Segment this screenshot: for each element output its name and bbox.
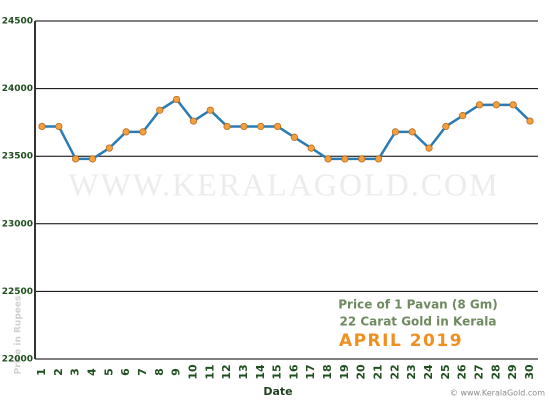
x-tick-label: 18 (321, 364, 334, 379)
x-tick-label: 20 (355, 364, 368, 380)
y-axis-label: Price in Rupees (14, 296, 24, 375)
marker (307, 144, 315, 152)
x-tick-label: 4 (85, 368, 98, 376)
x-tick-label: 12 (220, 364, 233, 379)
x-tick-label: 26 (456, 364, 469, 380)
x-tick-label: 23 (405, 364, 418, 379)
marker (341, 155, 349, 163)
marker (72, 155, 80, 163)
marker (173, 95, 181, 104)
marker (442, 122, 450, 131)
marker (324, 155, 332, 163)
marker (358, 155, 366, 163)
x-tick-label: 8 (153, 368, 166, 376)
marker (139, 128, 147, 136)
watermark: WWW.KERALAGOLD.COM (68, 166, 499, 202)
marker (492, 101, 500, 109)
x-tick-label: 15 (271, 364, 284, 379)
marker (273, 122, 282, 131)
marker (509, 101, 517, 109)
x-tick-label: 10 (186, 364, 199, 380)
marker (240, 122, 248, 131)
marker (408, 128, 416, 136)
x-tick-label: 7 (136, 368, 149, 376)
marker (88, 155, 97, 163)
y-tick-label: 24500 (2, 17, 33, 27)
x-axis-label: Date (263, 385, 292, 398)
x-tick-label: 5 (102, 368, 115, 376)
marker (206, 106, 214, 114)
y-tick-label: 22000 (2, 355, 33, 365)
x-tick-label: 19 (338, 364, 351, 379)
x-tick-label: 28 (489, 364, 502, 379)
marker (223, 122, 231, 131)
x-tick-label: 22 (388, 364, 401, 379)
y-tick-label: 23500 (2, 152, 33, 162)
x-tick-label: 17 (304, 364, 317, 379)
x-tick-label: 27 (473, 364, 486, 379)
x-tick-label: 24 (422, 364, 435, 380)
x-tick-label: 1 (35, 368, 48, 376)
x-tick-label: 21 (372, 364, 385, 379)
annotation: 22 Carat Gold in Kerala (340, 315, 497, 329)
marker (290, 133, 299, 141)
marker (122, 128, 130, 136)
marker (257, 122, 265, 131)
x-tick-label: 11 (203, 364, 216, 379)
x-tick-label: 16 (287, 364, 300, 380)
marker (459, 112, 467, 120)
marker (38, 122, 46, 131)
marker (105, 144, 113, 152)
marker (55, 122, 63, 131)
x-tick-label: 9 (170, 368, 183, 376)
credit: © www.KeralaGold.com (450, 389, 545, 398)
annotation: Price of 1 Pavan (8 Gm) (338, 298, 498, 312)
x-tick-label: 13 (237, 364, 250, 379)
x-tick-label: 25 (439, 364, 452, 379)
y-tick-label: 22500 (2, 287, 33, 297)
y-tick-label: 23000 (2, 219, 33, 229)
marker (374, 155, 383, 163)
marker (526, 117, 534, 125)
marker (425, 144, 433, 152)
marker (475, 101, 484, 109)
x-tick-label: 30 (523, 364, 536, 380)
x-tick-label: 14 (254, 364, 267, 380)
marker (189, 117, 198, 125)
marker (156, 106, 164, 114)
y-tick-label: 24000 (2, 84, 33, 94)
x-tick-label: 2 (52, 368, 65, 376)
x-tick-label: 6 (119, 368, 132, 376)
marker (391, 128, 399, 136)
x-tick-label: 3 (69, 368, 82, 376)
x-tick-label: 29 (506, 364, 519, 379)
annotation: APRIL 2019 (339, 331, 463, 351)
